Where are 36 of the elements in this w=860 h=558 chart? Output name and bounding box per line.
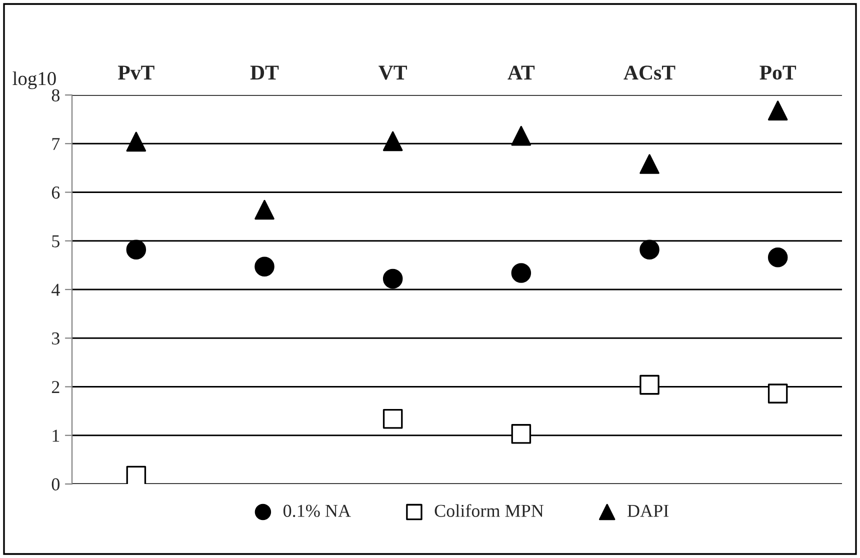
legend-label: Coliform MPN (434, 504, 544, 517)
point (126, 132, 146, 152)
point (640, 154, 660, 174)
y-tick-label: 2 (52, 381, 60, 394)
point (254, 256, 274, 277)
x-tick-label: DT (250, 66, 279, 80)
y-axis-title: log10 (12, 71, 56, 90)
point (640, 374, 660, 395)
point (126, 466, 146, 484)
point (382, 131, 403, 152)
point (511, 263, 532, 283)
y-tick-label: 1 (52, 430, 60, 442)
y-tick-label: 3 (52, 332, 60, 345)
y-tick-label: 4 (52, 284, 60, 296)
point (640, 240, 660, 260)
x-tick-label: PvT (118, 66, 154, 80)
point (768, 100, 788, 120)
y-tick-label: 5 (52, 235, 60, 248)
y-tick-label: 7 (52, 138, 60, 150)
point (768, 248, 788, 268)
x-tick-label: ACsT (624, 66, 676, 80)
y-tick-label: 8 (52, 89, 60, 102)
legend-label: 0.1% NA (284, 504, 351, 518)
legend-label: DAPI (627, 504, 668, 517)
y-tick-label: 6 (52, 186, 60, 199)
x-tick-label: AT (508, 66, 535, 80)
point (382, 268, 403, 289)
point (511, 126, 532, 146)
x-tick-label: PoT (760, 66, 796, 80)
point (511, 424, 532, 444)
point (126, 240, 146, 260)
x-tick-label: VT (378, 66, 407, 80)
point (254, 200, 274, 220)
y-tick-label: 0 (52, 478, 60, 490)
point (768, 384, 788, 404)
point (382, 408, 403, 429)
